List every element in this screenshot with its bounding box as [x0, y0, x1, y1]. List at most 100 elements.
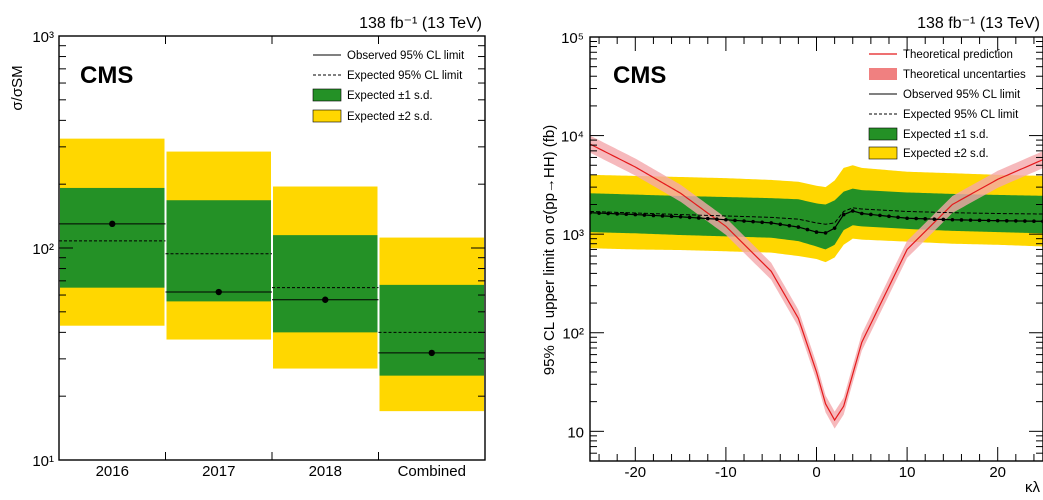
theory-uncertainty-band	[590, 135, 1043, 429]
observed-point	[751, 219, 755, 224]
observed-point	[1014, 219, 1018, 223]
observed-point	[742, 219, 746, 223]
observed-point	[841, 212, 846, 217]
observed-point	[787, 223, 792, 228]
observed-point	[941, 217, 946, 222]
observed-point	[733, 218, 737, 223]
legend-1sd-symbol	[312, 88, 342, 102]
observed-point	[968, 218, 973, 222]
x-category-label: Combined	[398, 463, 466, 480]
legend-2sd-symbol	[868, 146, 898, 160]
x-tick-label: 20	[989, 464, 1006, 481]
observed-point	[878, 213, 882, 218]
legend-2sd-symbol	[312, 109, 342, 123]
left-title: 138 fb⁻¹ (13 TeV)	[359, 15, 482, 32]
observed-point	[642, 213, 647, 217]
y-tick-label: 10⁵	[561, 30, 584, 47]
band-1sd-2017	[166, 200, 271, 302]
observed-point	[850, 209, 855, 213]
observed-point	[914, 216, 918, 221]
y-tick-label: 10²	[32, 241, 54, 258]
observed-point	[724, 217, 728, 222]
band-1sd-combined	[379, 284, 484, 376]
observed-point-2016	[109, 220, 116, 228]
legend-entry: Theoretical prediction	[903, 49, 1013, 61]
legend-entry: Expected ±2 s.d.	[347, 111, 433, 123]
x-tick-label: -10	[715, 464, 737, 481]
observed-point	[760, 220, 764, 225]
right-x-axis-label: κλ	[1025, 479, 1041, 496]
legend-1sd-symbol	[868, 127, 898, 141]
observed-point	[715, 217, 719, 221]
observed-point	[814, 230, 819, 234]
legend-entry: Expected 95% CL limit	[347, 70, 463, 82]
observed-point	[923, 217, 928, 221]
observed-point	[696, 216, 701, 220]
observed-point	[1032, 219, 1036, 223]
observed-point	[669, 214, 674, 219]
left-y-axis-label: σ/σSM	[9, 65, 26, 110]
band-1sd-2018	[273, 235, 378, 333]
observed-point-2018	[322, 296, 329, 303]
y-tick-label: 10³	[562, 227, 584, 244]
right-chart: 138 fb⁻¹ (13 TeV) CMS 95% CL upper limit…	[541, 15, 1043, 496]
theoretical-prediction-line	[590, 143, 1043, 422]
observed-point	[678, 215, 683, 219]
observed-point	[1004, 219, 1009, 223]
legend-entry: Observed 95% CL limit	[903, 89, 1021, 101]
observed-point	[597, 211, 601, 215]
observed-point	[869, 212, 873, 217]
observed-point	[633, 212, 638, 217]
legend-entry: Expected ±1 s.d.	[347, 90, 433, 102]
y-tick-label: 10	[567, 424, 584, 441]
x-tick-label: 10	[899, 464, 916, 481]
x-tick-label: 0	[812, 464, 820, 481]
legend-theory-uncertainty-symbol	[869, 68, 897, 80]
observed-point	[950, 217, 955, 222]
observed-point	[1023, 219, 1027, 223]
y-tick-label: 10²	[562, 326, 584, 343]
observed-point	[805, 227, 810, 232]
legend-entry: Expected 95% CL limit	[903, 109, 1019, 121]
legend-entry: Expected ±2 s.d.	[903, 148, 989, 160]
observed-point	[977, 218, 982, 223]
observed-point	[651, 213, 656, 218]
observed-point	[606, 211, 610, 216]
observed-point	[932, 217, 937, 221]
right-y-axis-label: 95% CL upper limit on σ(pp→HH) (fb)	[541, 125, 558, 375]
y-tick-label: 10³	[32, 29, 54, 46]
y-tick-label: 10⁴	[561, 129, 584, 146]
x-category-label: 2018	[309, 463, 342, 480]
observed-point	[995, 218, 1000, 223]
legend-entry: Expected ±1 s.d.	[903, 129, 989, 141]
x-category-label: 2017	[202, 463, 235, 480]
left-chart: 138 fb⁻¹ (13 TeV) CMS σ/σSM 10¹ 10² 10³ 20…	[9, 15, 486, 480]
band-1sd-2016	[60, 187, 165, 288]
observed-point	[887, 214, 891, 219]
legend-entry: Observed 95% CL limit	[347, 50, 465, 62]
observed-point	[905, 216, 909, 221]
observed-point	[896, 215, 900, 220]
observed-point	[832, 226, 837, 230]
legend-entry: Theoretical uncentarties	[903, 69, 1026, 81]
x-category-label: 2016	[96, 463, 129, 480]
observed-point	[860, 211, 864, 216]
x-tick-label: -20	[624, 464, 646, 481]
observed-point-combined	[428, 349, 435, 357]
observed-point	[959, 218, 964, 222]
observed-point	[624, 212, 629, 217]
observed-point	[687, 215, 692, 220]
observed-point	[769, 221, 773, 225]
observed-point	[796, 225, 801, 229]
y-tick-label: 10¹	[32, 453, 54, 470]
left-cms-label: CMS	[80, 62, 133, 89]
observed-point	[778, 222, 783, 227]
observed-point-2017	[215, 288, 222, 296]
observed-point	[705, 216, 710, 221]
observed-point	[660, 214, 665, 218]
expected-limit-line	[590, 207, 1043, 225]
right-cms-label: CMS	[613, 62, 666, 89]
observed-point	[823, 231, 828, 235]
right-title: 138 fb⁻¹ (13 TeV)	[917, 15, 1040, 32]
